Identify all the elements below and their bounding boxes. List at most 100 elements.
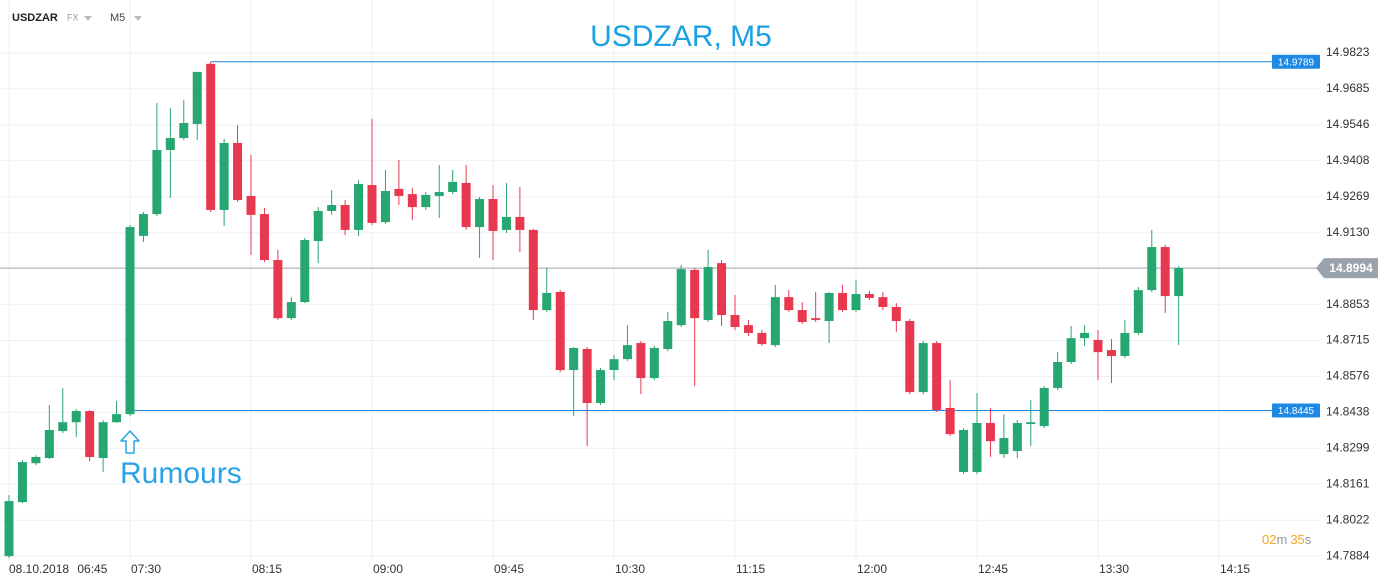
candle-body <box>959 429 969 473</box>
labels: 14.9823 14.9685 14.9546 14.9408 14.9269 14.91… <box>9 45 1378 576</box>
dropdown-icon[interactable] <box>84 16 92 21</box>
candle-body <box>515 216 525 230</box>
candle-body <box>730 315 740 327</box>
y-tick-label: 14.9823 <box>1326 45 1370 59</box>
candle-body <box>448 181 458 193</box>
candle-body <box>569 347 579 371</box>
candle-body <box>58 422 68 432</box>
countdown-unit: m <box>1276 532 1287 547</box>
candle-body <box>864 294 874 298</box>
candle-body <box>636 343 646 379</box>
candle-body <box>152 149 162 215</box>
candle-body <box>649 347 659 379</box>
candle-body <box>582 349 592 404</box>
candle-body <box>851 294 861 311</box>
candle-body <box>676 269 686 326</box>
candle-body <box>784 297 794 311</box>
candle-body <box>1160 247 1170 297</box>
annotation-text: Rumours <box>120 457 242 490</box>
candle-body <box>98 422 108 459</box>
timeframe[interactable]: M5 <box>110 12 125 24</box>
x-tick-label: 14:15 <box>1220 562 1250 576</box>
x-tick-label: 07:30 <box>131 562 161 576</box>
y-tick-label: 14.9546 <box>1326 117 1370 131</box>
candle-body <box>972 422 982 473</box>
candle-body <box>4 501 14 557</box>
candle-body <box>44 429 54 459</box>
candle-body <box>71 411 81 423</box>
candle-body <box>31 456 41 464</box>
symbol[interactable]: USDZAR <box>12 12 58 24</box>
candle-body <box>85 411 95 457</box>
y-tick-label: 14.9269 <box>1326 189 1370 203</box>
y-tick-label: 14.8853 <box>1326 297 1370 311</box>
candle-body <box>367 185 377 223</box>
candle-body <box>354 183 364 230</box>
level-label-box <box>1272 403 1320 418</box>
candle-body <box>878 297 888 307</box>
level-label: 14.8445 <box>1278 406 1315 417</box>
x-tick-label: 12:00 <box>857 562 887 576</box>
candle-body <box>1174 268 1184 297</box>
y-tick-label: 14.8438 <box>1326 405 1370 419</box>
candle-body <box>999 438 1009 455</box>
x-tick-label: 10:30 <box>615 562 645 576</box>
candle-body <box>1120 332 1130 357</box>
candle-body <box>246 195 256 215</box>
candle-body <box>596 370 606 404</box>
y-tick-label: 14.7884 <box>1326 548 1370 562</box>
candle-body <box>1012 422 1022 452</box>
candle-body <box>112 414 122 423</box>
candle-body <box>1026 422 1036 425</box>
candle-body <box>932 343 942 411</box>
candle-body <box>327 205 337 211</box>
chart-title: USDZAR, M5 <box>590 20 772 53</box>
last-price-box <box>1316 258 1378 279</box>
candle-body <box>528 229 538 311</box>
candle-body <box>192 71 202 125</box>
candle-body <box>555 291 565 371</box>
candle-body <box>770 297 780 346</box>
y-tick-label: 14.8161 <box>1326 476 1370 490</box>
y-tick-label: 14.8022 <box>1326 512 1370 526</box>
candle-body <box>663 321 673 350</box>
dropdown-icon[interactable] <box>134 16 142 21</box>
candle-body <box>1053 362 1063 388</box>
candle-body <box>797 310 807 323</box>
candle-body <box>918 343 928 393</box>
x-tick-label: 09:45 <box>494 562 524 576</box>
candle-body <box>891 306 901 322</box>
candle-body <box>811 318 821 320</box>
countdown-seconds: 35 <box>1290 532 1304 547</box>
candle-body <box>434 192 444 196</box>
candle-body <box>757 332 767 345</box>
x-tick-label: 13:30 <box>1099 562 1129 576</box>
plot <box>0 61 1318 559</box>
y-tick-label: 14.9130 <box>1326 225 1370 239</box>
candle-body <box>717 263 727 316</box>
candle-body <box>138 214 148 236</box>
candle-body <box>313 210 323 242</box>
countdown-unit: s <box>1305 532 1312 547</box>
candle-body <box>609 359 619 371</box>
x-tick-label: 11:15 <box>736 562 765 576</box>
candle-body <box>1093 339 1103 353</box>
level-label: 14.9789 <box>1278 57 1315 68</box>
last-price-label: 14.8994 <box>1329 261 1373 275</box>
x-tick-label: 12:45 <box>978 562 1008 576</box>
date-label: 08.10.2018 <box>9 562 69 576</box>
candle-body <box>206 63 216 210</box>
candle-body <box>743 325 753 333</box>
candle-body <box>300 240 310 303</box>
candle-body <box>690 269 700 319</box>
y-tick-label: 14.8715 <box>1326 333 1370 347</box>
x-tick-label: 08:15 <box>252 562 282 576</box>
candle-body <box>1106 350 1116 357</box>
candle-body <box>1039 387 1049 427</box>
candle-body <box>179 123 189 139</box>
candle-body <box>703 267 713 320</box>
candle-body <box>488 199 498 231</box>
candle-body <box>421 194 431 208</box>
market[interactable]: FX <box>67 12 79 22</box>
